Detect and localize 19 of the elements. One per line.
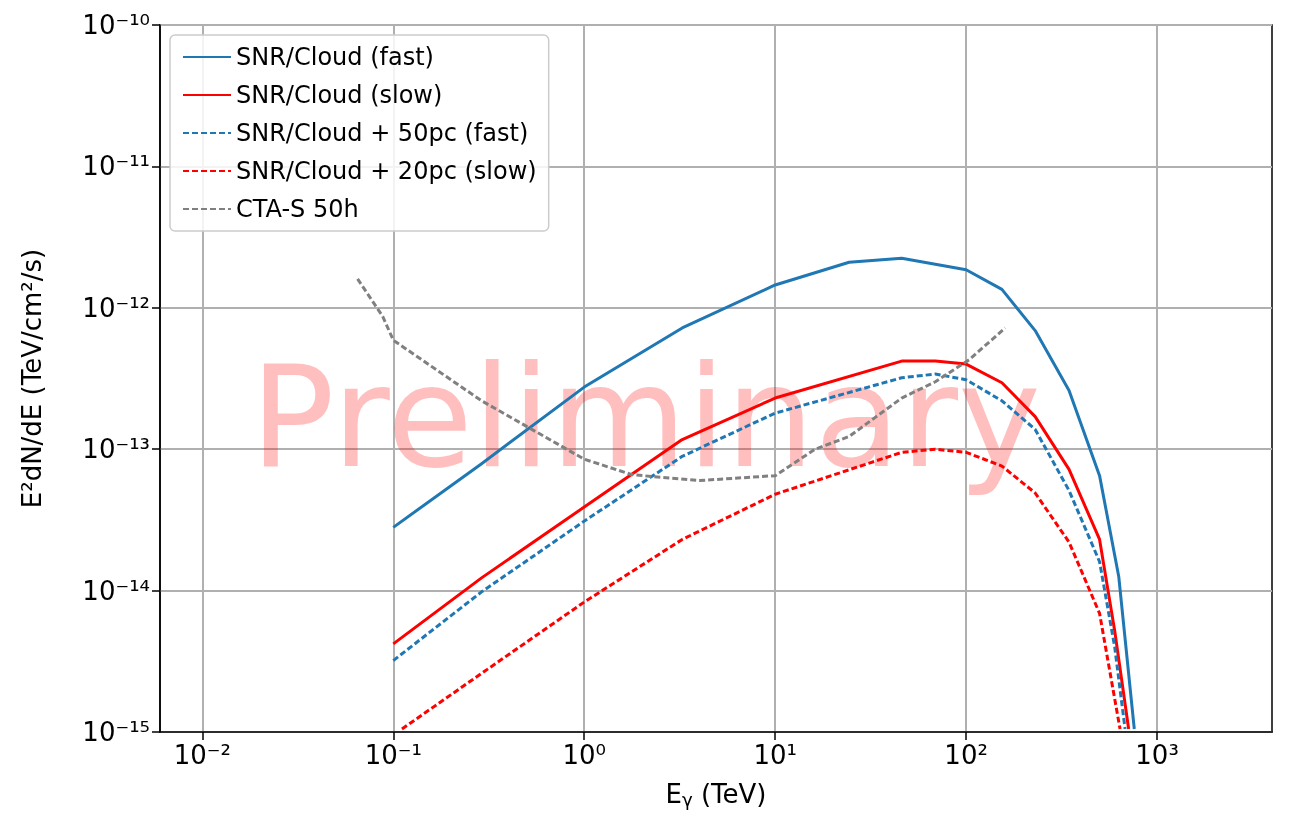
y-tick-label: 10⁻¹¹	[82, 151, 150, 182]
legend-label: SNR/Cloud (slow)	[236, 81, 443, 109]
y-tick-label: 10⁻¹³	[82, 434, 150, 465]
y-tick-label: 10⁻¹⁴	[82, 575, 150, 606]
y-tick-label: 10⁻¹²	[82, 292, 150, 323]
legend-label: CTA-S 50h	[236, 195, 359, 223]
y-tick-label: 10⁻¹⁵	[82, 717, 150, 747]
legend-label: SNR/Cloud (fast)	[236, 43, 434, 71]
x-tick-label: 10⁻¹	[364, 740, 422, 770]
x-tick-label: 10³	[1135, 740, 1179, 770]
legend-label: SNR/Cloud + 50pc (fast)	[236, 119, 529, 147]
y-tick-label: 10⁻¹⁰	[82, 10, 150, 40]
legend-label: SNR/Cloud + 20pc (slow)	[236, 157, 537, 185]
y-axis-title: E²dN/dE (TeV/cm²/s)	[17, 248, 47, 509]
x-tick-label: 10⁻²	[173, 740, 231, 770]
x-axis-title: Eγ (TeV)	[665, 779, 767, 810]
x-tick-label: 10¹	[753, 740, 797, 770]
x-tick-label: 10²	[944, 740, 988, 770]
x-tick-label: 10⁰	[562, 740, 606, 770]
